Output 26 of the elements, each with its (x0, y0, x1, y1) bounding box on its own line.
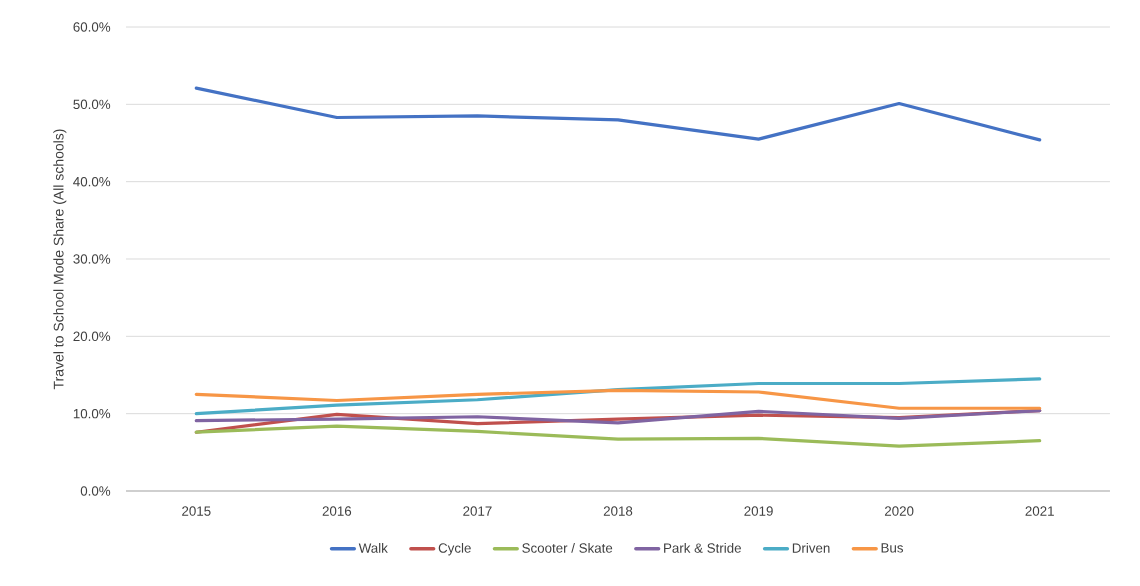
legend-label: Cycle (438, 542, 471, 556)
y-tick-label: 50.0% (73, 99, 111, 110)
y-tick-label: 60.0% (73, 22, 111, 32)
y-tick-label: 10.0% (73, 408, 111, 419)
line-series (194, 424, 1042, 448)
line-series (194, 388, 1042, 410)
legend-label: Walk (358, 542, 388, 553)
legend-label: Scooter / Skate (522, 542, 613, 553)
x-tick-label: 2017 (463, 506, 492, 516)
line-series (194, 86, 1042, 142)
y-tick-label: 40.0% (73, 176, 111, 187)
y-tick-label: 0.0% (80, 486, 111, 496)
y-tick-label: 20.0% (73, 331, 111, 342)
x-tick-label: 2016 (322, 506, 352, 516)
y-tick-label: 30.0% (73, 254, 111, 264)
x-tick-label: 2018 (603, 506, 633, 516)
legend-label: Driven (792, 542, 830, 553)
legend-label: Bus (881, 543, 904, 553)
line-series (194, 377, 1042, 416)
x-tick-label: 2020 (884, 506, 914, 516)
x-tick-label: 2019 (744, 506, 773, 516)
line-series (194, 408, 1042, 425)
legend-label: Park & Stride (664, 542, 741, 553)
x-tick-label: 2021 (1025, 506, 1054, 516)
x-tick-label: 2015 (182, 506, 211, 516)
y-axis-title: Travel to School Mode Share (All schools) (53, 129, 67, 390)
